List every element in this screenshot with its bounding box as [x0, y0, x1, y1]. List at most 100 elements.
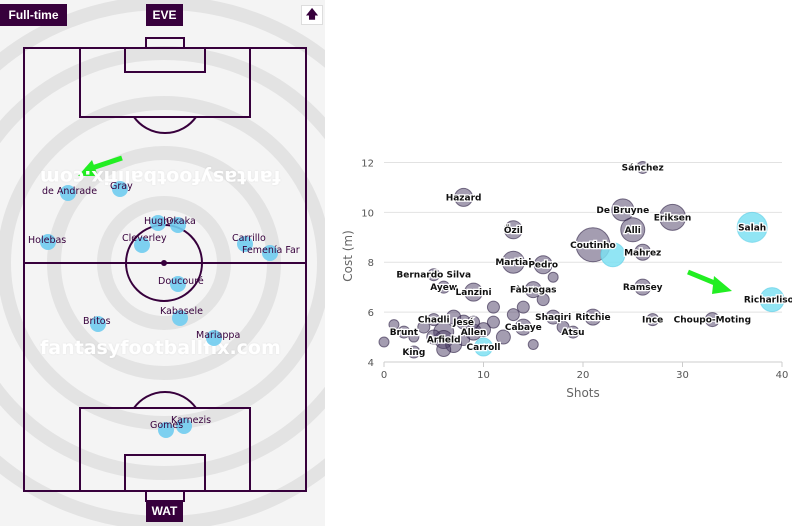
data-bubble[interactable]: [408, 331, 420, 343]
data-bubble[interactable]: [514, 318, 532, 336]
data-bubble[interactable]: [388, 319, 400, 331]
point-label: Ramsey: [623, 283, 663, 293]
y-axis-title: Cost (m): [341, 230, 355, 282]
player-name: Gray: [110, 181, 133, 192]
data-bubble[interactable]: [454, 187, 474, 207]
data-bubble[interactable]: [474, 337, 493, 357]
player-name: Cleverley: [122, 233, 167, 244]
data-bubble[interactable]: [486, 300, 500, 314]
x-tick-label: 30: [676, 370, 689, 381]
data-bubble[interactable]: [634, 243, 652, 261]
data-bubble[interactable]: [503, 220, 523, 240]
data-bubble[interactable]: [646, 313, 660, 327]
pitch-lines: [23, 37, 307, 502]
point-label: Eriksen: [654, 213, 692, 223]
point-label: Özil: [504, 225, 523, 236]
point-label: Lanzini: [456, 288, 492, 298]
data-bubble[interactable]: [501, 250, 525, 274]
y-tick-label: 10: [361, 208, 374, 219]
data-bubble[interactable]: [611, 198, 635, 222]
data-bubble[interactable]: [397, 325, 411, 339]
data-bubble[interactable]: [547, 271, 559, 283]
point-label: Ayew: [430, 283, 457, 293]
data-bubble[interactable]: [407, 345, 421, 359]
y-tick-label: 8: [368, 258, 374, 269]
data-bubble[interactable]: [636, 160, 650, 174]
x-tick-label: 20: [577, 370, 590, 381]
annotation-arrow-right: [687, 269, 732, 294]
point-label: Martial: [495, 258, 531, 268]
home-team-badge[interactable]: EVE: [146, 4, 183, 26]
scroll-up-button[interactable]: 🡅: [301, 5, 323, 25]
point-label: Carroll: [467, 343, 501, 353]
player-name: Okaka: [166, 216, 196, 227]
point-label: Bernardo Silva: [396, 271, 471, 281]
data-bubble[interactable]: [467, 315, 481, 329]
x-tick-label: 40: [776, 370, 789, 381]
point-label: Allen: [461, 328, 487, 338]
point-label: Brunt: [390, 328, 419, 338]
player-name: Femenía Far: [242, 245, 300, 256]
data-bubble[interactable]: [464, 282, 484, 302]
data-bubble[interactable]: [600, 242, 626, 268]
pitch-graphic: [0, 0, 325, 526]
data-bubble[interactable]: [426, 329, 442, 345]
point-label: Chadli: [418, 316, 450, 326]
y-tick-label: 12: [361, 158, 374, 169]
point-label: Shaqiri: [535, 313, 571, 323]
data-bubble[interactable]: [378, 336, 390, 348]
data-bubble[interactable]: [736, 211, 768, 243]
chart-labels: Sánchez Hazard De Bruyne Eriksen Özil Alli Sal…: [388, 162, 792, 359]
player-name: Britos: [83, 316, 111, 327]
player-name: Mariappa: [196, 330, 241, 341]
player-name: Kabasele: [160, 306, 204, 317]
point-label: Arfield: [427, 336, 461, 346]
data-bubble[interactable]: [536, 293, 550, 307]
data-bubble[interactable]: [620, 217, 646, 243]
point-label: De Bruyne: [596, 206, 649, 216]
data-bubble[interactable]: [476, 322, 491, 338]
point-label: Richarlison: [744, 296, 792, 306]
point-label: Ince: [642, 316, 663, 326]
data-bubble[interactable]: [516, 300, 530, 314]
data-bubble[interactable]: [533, 255, 553, 275]
point-label: Jesé: [452, 317, 474, 328]
data-bubble[interactable]: [495, 329, 511, 345]
player-name: Holebas: [28, 235, 67, 246]
data-bubble[interactable]: [634, 278, 652, 296]
data-bubble[interactable]: [506, 308, 520, 322]
point-label: Alli: [625, 226, 641, 236]
data-bubble[interactable]: [427, 313, 441, 327]
point-label: Salah: [738, 223, 766, 233]
data-bubble[interactable]: [545, 309, 561, 325]
point-label: Mahrez: [624, 248, 661, 258]
annotation-arrow-head: [712, 276, 732, 294]
data-bubble[interactable]: [457, 333, 471, 347]
point-label: Coutinho: [570, 241, 616, 251]
data-bubble[interactable]: [446, 309, 462, 325]
data-bubble[interactable]: [524, 281, 542, 299]
x-axis-title: Shots: [566, 386, 600, 400]
data-bubble[interactable]: [417, 320, 431, 334]
point-label: Sánchez: [622, 163, 664, 173]
player-name: de Andrade: [42, 186, 98, 197]
data-bubble[interactable]: [759, 287, 785, 313]
point-label: Hazard: [446, 193, 482, 203]
scatter-chart: Sánchez Hazard De Bruyne Eriksen Özil Alli Sal…: [341, 158, 792, 400]
data-bubble[interactable]: [704, 312, 720, 328]
pitch-panel: fantasyfootballfix.com fantasyfootballfi…: [0, 0, 325, 526]
x-tick-label: 10: [477, 370, 490, 381]
data-bubble[interactable]: [527, 339, 539, 351]
data-bubble[interactable]: [556, 320, 570, 334]
point-label: Ritchie: [575, 313, 610, 323]
data-bubble[interactable]: [427, 268, 441, 282]
data-bubble[interactable]: [584, 308, 602, 326]
data-bubble[interactable]: [486, 315, 500, 329]
data-bubble[interactable]: [436, 342, 452, 358]
full-time-badge: Full-time: [0, 4, 67, 26]
data-bubble[interactable]: [437, 280, 451, 294]
away-team-badge[interactable]: WAT: [146, 500, 183, 522]
player-name: Doucouré: [158, 276, 204, 287]
up-arrow-icon: 🡅: [305, 6, 319, 21]
data-bubble[interactable]: [659, 203, 687, 231]
